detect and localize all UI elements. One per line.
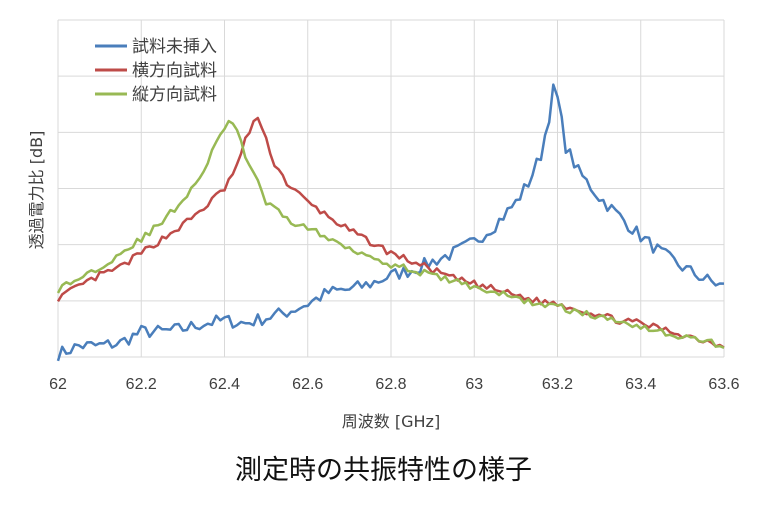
figure-caption: 測定時の共振特性の様子 [235, 455, 532, 486]
y-axis-label: 透過電力比 [dB] [27, 131, 46, 250]
series-line [56, 119, 725, 350]
series-lines [56, 83, 725, 362]
series-line [56, 83, 725, 362]
transmission-chart: 62 62.2 62.4 62.6 62.8 63 63.2 63.4 63.6 周波数 [GH… [27, 19, 740, 431]
x-tick-label: 63 [465, 376, 483, 393]
x-tick-label: 62.4 [209, 376, 240, 393]
x-tick-label: 63.2 [542, 376, 573, 393]
gridlines [57, 19, 725, 358]
x-tick-label: 62.2 [126, 376, 157, 393]
x-tick-label: 62.8 [375, 376, 406, 393]
legend-label: 縦方向試料 [132, 85, 217, 105]
x-tick-label: 63.4 [625, 376, 656, 393]
legend-label: 試料未挿入 [132, 37, 217, 57]
x-tick-label: 62 [49, 376, 67, 393]
x-tick-label: 63.6 [708, 376, 739, 393]
x-tick-label: 62.6 [292, 376, 323, 393]
x-tick-labels: 62 62.2 62.4 62.6 62.8 63 63.2 63.4 63.6 [49, 376, 740, 393]
x-axis-label: 周波数 [GHz] [342, 412, 440, 431]
legend-label: 横方向試料 [132, 61, 217, 81]
